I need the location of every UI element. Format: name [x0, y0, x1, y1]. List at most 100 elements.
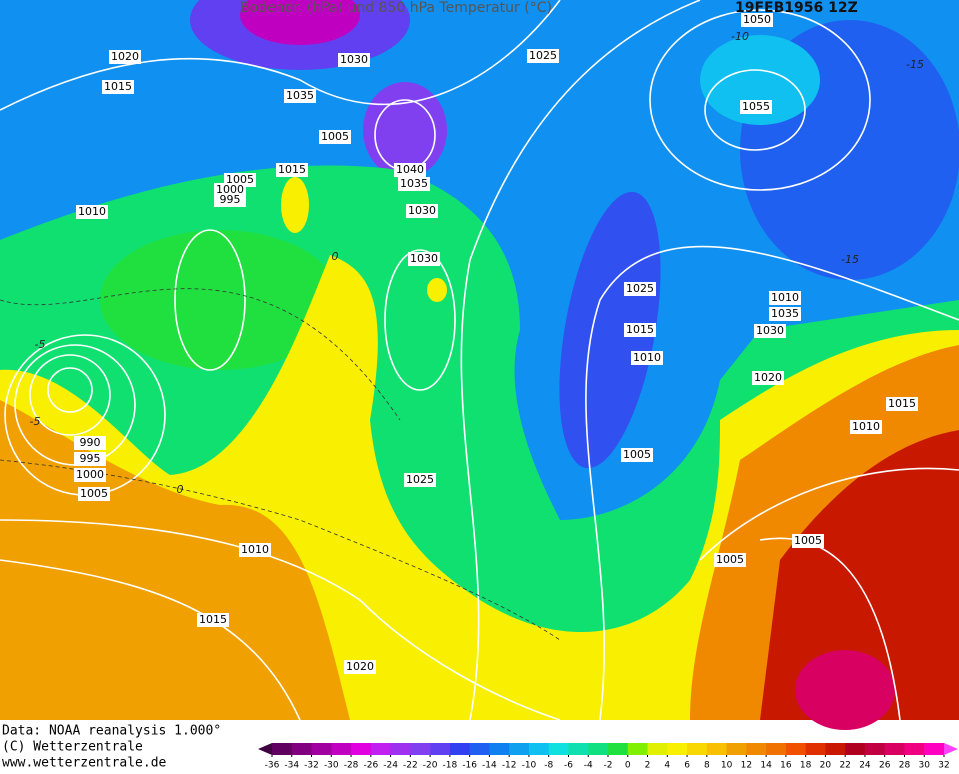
label-box	[109, 50, 141, 64]
label-box	[197, 613, 229, 627]
colorbar-swatch	[904, 743, 925, 755]
colorbar-label: 32	[938, 761, 949, 771]
label-box	[394, 163, 426, 177]
isobar	[384, 249, 456, 391]
colorbar-label: 10	[721, 761, 733, 771]
colorbar-swatch	[746, 743, 767, 755]
colorbar-label: -32	[304, 761, 319, 771]
colorbar-swatch	[272, 743, 293, 755]
colorbar-label: -4	[584, 761, 593, 771]
isobar-label: 1035	[400, 177, 428, 190]
colorbar-swatch	[924, 743, 945, 755]
label-box	[276, 163, 308, 177]
isobar-label: 1010	[633, 351, 661, 364]
field-purple	[363, 82, 447, 178]
isobar-label: 1015	[888, 397, 916, 410]
label-box	[752, 371, 784, 385]
colorbar-label: 30	[919, 761, 931, 771]
field-hot	[795, 650, 895, 730]
label-box	[631, 351, 663, 365]
label-box	[404, 473, 436, 487]
colorbar-swatch	[311, 743, 332, 755]
isobar-label: 990	[80, 436, 101, 449]
colorbar-swatch	[845, 743, 866, 755]
isobar	[29, 354, 111, 436]
isobar-label: 1010	[78, 205, 106, 218]
label-box	[344, 660, 376, 674]
field-patch	[427, 278, 447, 302]
isobar	[174, 229, 246, 371]
colorbar-label: -2	[604, 761, 613, 771]
colorbar-swatch	[805, 743, 826, 755]
label-box	[624, 323, 656, 337]
label-box	[398, 177, 430, 191]
colorbar: -36 -34 -32 -30 -28 -26 -24 -22 -20 -18 -16 -14 -12-…	[258, 743, 958, 771]
isotherm-label: 0	[177, 483, 184, 496]
isobar-label: 1005	[321, 130, 349, 143]
label-box	[74, 436, 106, 450]
label-box	[754, 324, 786, 338]
label-box	[338, 53, 370, 67]
colorbar-label: -22	[403, 761, 418, 771]
isobar	[0, 559, 301, 721]
label-box	[78, 487, 110, 501]
label-box	[239, 543, 271, 557]
colorbar-swatch	[825, 743, 846, 755]
colorbar-label: -18	[443, 761, 458, 771]
colorbar-swatch	[351, 743, 372, 755]
colorbar-arrow	[258, 743, 272, 755]
isobar-label: 1030	[410, 252, 438, 265]
isobar	[0, 519, 561, 721]
label-box	[740, 100, 772, 114]
label-box	[624, 282, 656, 296]
isobar-label: 1030	[340, 53, 368, 66]
colorbar-label: 4	[664, 761, 670, 771]
isobar-label: 1025	[406, 473, 434, 486]
isobar-label: 1035	[286, 89, 314, 102]
isobar-label: 995	[220, 193, 241, 206]
colorbar-label: -12	[502, 761, 517, 771]
map-date: 19FEB1956 12Z	[735, 0, 858, 16]
label-box	[527, 49, 559, 63]
isobar-label: 1000	[76, 468, 104, 481]
label-box	[76, 205, 108, 219]
field-darkblue	[559, 191, 661, 469]
colorbar-label: 14	[760, 761, 772, 771]
colorbar-swatch	[449, 743, 471, 755]
colorbar-swatch	[667, 743, 688, 755]
colorbar-swatch	[864, 743, 886, 755]
isobar	[699, 467, 959, 561]
isobar-labels: 102010151030103510251050-101055-15100510…	[30, 13, 924, 674]
isobar	[759, 537, 901, 721]
isobar-label: 1025	[529, 49, 557, 62]
isobar-label: 1015	[104, 80, 132, 93]
colorbar-swatch	[785, 743, 807, 755]
colorbar-label: 8	[704, 761, 710, 771]
label-box	[74, 452, 106, 466]
colorbar-swatch	[489, 743, 510, 755]
label-box	[714, 553, 746, 567]
label-box	[741, 13, 773, 27]
field-red	[760, 430, 959, 720]
colorbar-label: 2	[645, 761, 651, 771]
colorbar-swatch	[884, 743, 905, 755]
colorbar-swatch	[588, 743, 609, 755]
isobar	[460, 0, 701, 721]
colorbar-label: -20	[423, 761, 438, 771]
colorbar-swatch	[766, 743, 787, 755]
isobar-label: 1030	[408, 204, 436, 217]
isobar-label: 1005	[716, 553, 744, 566]
isobar-label: 1005	[80, 487, 108, 500]
isobar-label: 1020	[111, 50, 139, 63]
isotherm-label: -5	[35, 338, 46, 351]
colorbar-swatch	[469, 743, 490, 755]
colorbar-label: 26	[879, 761, 891, 771]
isobar-label: 1010	[852, 420, 880, 433]
isobar	[704, 69, 806, 151]
isobar-label: 1000	[216, 183, 244, 196]
label-box	[319, 130, 351, 144]
isobar	[0, 0, 561, 111]
field-patch	[281, 177, 309, 233]
colorbar-label: -8	[544, 761, 553, 771]
